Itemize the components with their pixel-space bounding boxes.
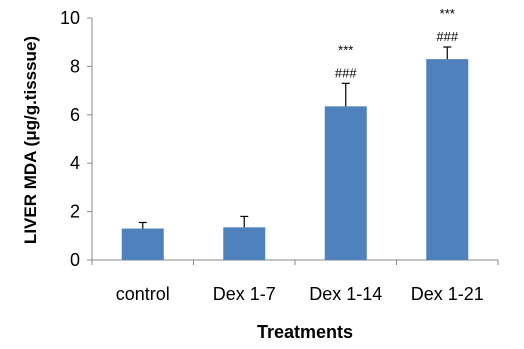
y-axis-label: LIVER MDA (μg/g.tisssue) — [21, 36, 40, 244]
significance-label: *** — [440, 6, 455, 21]
bar — [426, 59, 469, 260]
significance-label: *** — [338, 42, 353, 57]
y-tick-label: 8 — [70, 56, 80, 76]
y-tick-label: 6 — [70, 105, 80, 125]
plot-area: 0 2 4 6 8 10 control Dex 1-7 Dex 1-14 Dex 1-21 ###… — [60, 6, 499, 304]
x-tick-label: control — [116, 284, 170, 304]
significance-label: ### — [335, 65, 357, 80]
x-axis-label: Treatments — [257, 322, 353, 342]
x-tick-label: Dex 1-7 — [213, 284, 276, 304]
y-tick-label: 4 — [70, 153, 80, 173]
x-tick-label: Dex 1-21 — [411, 284, 484, 304]
bar — [121, 228, 164, 260]
bar — [223, 227, 266, 260]
y-tick-label: 0 — [70, 250, 80, 270]
x-tick-label: Dex 1-14 — [309, 284, 382, 304]
bar — [324, 106, 367, 260]
y-tick-label: 2 — [70, 202, 80, 222]
significance-label: ### — [436, 29, 458, 44]
y-tick-label: 10 — [60, 8, 80, 28]
